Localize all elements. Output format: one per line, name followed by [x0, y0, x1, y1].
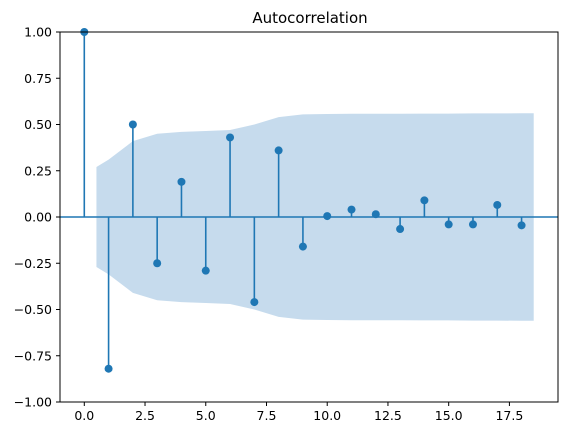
- stem-marker: [226, 133, 235, 142]
- y-tick-label: −0.50: [14, 302, 52, 317]
- y-tick-label: 0.50: [24, 117, 52, 132]
- y-tick-label: −1.00: [14, 395, 52, 410]
- stem-marker: [104, 364, 113, 373]
- x-tick-label: 5.0: [196, 408, 216, 423]
- stem-marker: [274, 146, 283, 155]
- stem-marker: [323, 212, 332, 221]
- y-tick-label: −0.75: [14, 348, 52, 363]
- y-tick-label: 0.25: [24, 163, 52, 178]
- stem-marker: [347, 205, 356, 214]
- x-tick-label: 15.0: [435, 408, 463, 423]
- y-tick-label: 0.75: [24, 71, 52, 86]
- stem-marker: [128, 120, 137, 129]
- stem-marker: [250, 298, 259, 307]
- x-tick-layer: 0.0 2.5 5.0 7.5 10.0 12.5 15.0 17.5: [74, 402, 523, 423]
- stem-marker: [517, 221, 526, 230]
- stem-marker: [468, 220, 477, 229]
- stem-marker: [177, 177, 186, 186]
- stem-marker: [493, 200, 502, 209]
- x-tick-label: 0.0: [74, 408, 94, 423]
- x-tick-label: 10.0: [313, 408, 341, 423]
- x-tick-label: 2.5: [135, 408, 155, 423]
- stem-marker: [201, 266, 210, 275]
- y-tick-label: −0.25: [14, 256, 52, 271]
- stem-marker: [444, 220, 453, 229]
- stem-marker: [420, 196, 429, 205]
- stem-layer: [80, 28, 526, 373]
- y-tick-label: 0.00: [24, 210, 52, 225]
- x-tick-label: 12.5: [374, 408, 402, 423]
- y-tick-layer: −1.00 −0.75 −0.50 −0.25 0.00 0.25 0.50 0.75 1.00: [14, 25, 60, 410]
- x-tick-label: 17.5: [495, 408, 523, 423]
- stem-marker: [153, 259, 162, 268]
- stem-marker: [371, 210, 380, 219]
- y-tick-label: 1.00: [24, 25, 52, 40]
- chart-title: Autocorrelation: [252, 9, 367, 27]
- stem-marker: [396, 225, 405, 234]
- x-tick-label: 7.5: [257, 408, 277, 423]
- stem-marker: [298, 242, 307, 251]
